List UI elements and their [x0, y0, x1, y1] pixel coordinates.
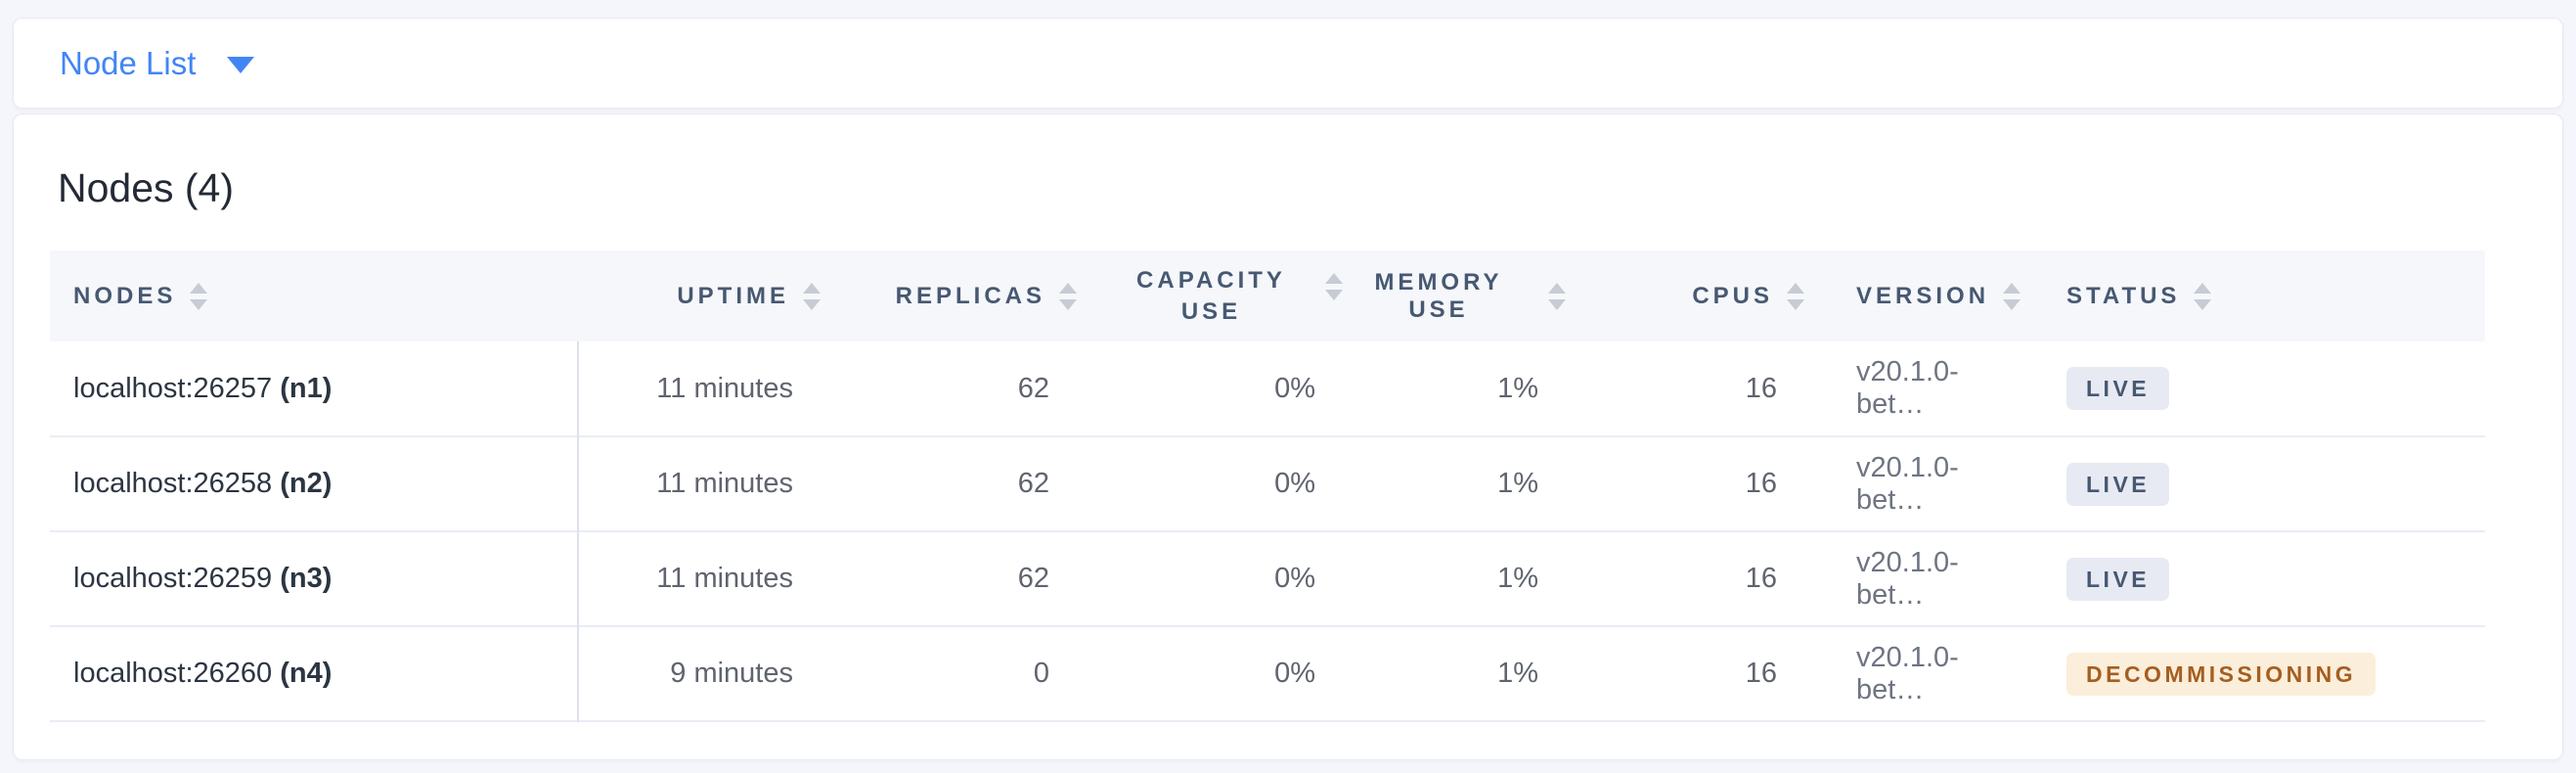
column-header-status[interactable]: STATUS	[2015, 250, 2485, 341]
table-row: localhost:26258 (n2) 11 minutes 62 0% 1%…	[50, 436, 2485, 531]
column-label: NODES	[73, 282, 177, 309]
node-id: (n3)	[280, 563, 333, 594]
cpus-cell: 16	[1745, 563, 1777, 594]
sort-icon[interactable]	[1787, 282, 1804, 310]
memory-use-cell: 1%	[1497, 468, 1538, 499]
replicas-cell: 62	[1017, 563, 1049, 594]
table-header-row: NODES UPTIME REPLICAS	[50, 250, 2485, 341]
replicas-cell: 0	[1033, 658, 1049, 689]
column-label: MEMORY USE	[1374, 268, 1503, 323]
column-label: CPUS	[1692, 282, 1773, 309]
status-cell: LIVE	[2015, 531, 2485, 626]
memory-use-cell: 1%	[1497, 658, 1538, 689]
table-row: localhost:26257 (n1) 11 minutes 62 0% 1%…	[50, 341, 2485, 436]
sort-icon[interactable]	[190, 282, 208, 310]
node-id: (n2)	[280, 468, 333, 499]
nodes-table: NODES UPTIME REPLICAS	[50, 250, 2485, 722]
column-label: STATUS	[2066, 282, 2181, 309]
column-header-memory-use[interactable]: MEMORY USE	[1343, 250, 1566, 341]
column-label: CAPACITY USE	[1136, 267, 1286, 325]
node-id: (n4)	[280, 658, 333, 689]
memory-use-cell: 1%	[1497, 372, 1538, 404]
status-cell: LIVE	[2015, 436, 2485, 531]
column-label: UPTIME	[677, 282, 789, 309]
capacity-use-cell: 0%	[1274, 468, 1315, 499]
version-cell: v20.1.0-bet…	[1856, 451, 1959, 516]
node-address-link[interactable]: localhost:26259	[73, 563, 273, 594]
column-header-version[interactable]: VERSION	[1804, 250, 2021, 341]
status-badge: DECOMMISSIONING	[2066, 652, 2376, 696]
column-header-uptime[interactable]: UPTIME	[578, 250, 821, 341]
status-cell: LIVE	[2015, 341, 2485, 436]
sort-icon[interactable]	[1059, 282, 1077, 310]
capacity-use-cell: 0%	[1274, 658, 1315, 689]
uptime-cell: 9 minutes	[670, 658, 793, 689]
column-header-replicas[interactable]: REPLICAS	[821, 250, 1077, 341]
table-row: localhost:26259 (n3) 11 minutes 62 0% 1%…	[50, 531, 2485, 626]
column-header-nodes[interactable]: NODES	[50, 250, 578, 341]
version-cell: v20.1.0-bet…	[1856, 546, 1959, 611]
node-list-dropdown[interactable]: Node List	[60, 44, 255, 82]
node-address-link[interactable]: localhost:26260	[73, 658, 273, 689]
cpus-cell: 16	[1745, 468, 1777, 499]
version-cell: v20.1.0-bet…	[1856, 356, 1959, 420]
node-address-link[interactable]: localhost:26257	[73, 372, 273, 404]
column-label: REPLICAS	[895, 282, 1045, 309]
status-badge: LIVE	[2066, 367, 2170, 410]
uptime-cell: 11 minutes	[656, 563, 793, 594]
node-id: (n1)	[280, 372, 333, 404]
view-selector-bar: Node List	[13, 18, 2563, 109]
node-name-cell: localhost:26260 (n4)	[50, 626, 579, 721]
node-name-cell: localhost:26257 (n1)	[50, 341, 579, 436]
status-cell: DECOMMISSIONING	[2015, 626, 2485, 721]
nodes-panel: Nodes (4) NODES UPTIME	[13, 114, 2563, 760]
cpus-cell: 16	[1745, 372, 1777, 404]
sort-icon[interactable]	[1325, 273, 1343, 301]
capacity-use-cell: 0%	[1274, 372, 1315, 404]
caret-down-icon	[227, 57, 255, 73]
page-title: Nodes (4)	[58, 165, 235, 210]
uptime-cell: 11 minutes	[656, 372, 793, 404]
column-label: VERSION	[1856, 282, 1990, 309]
replicas-cell: 62	[1017, 468, 1049, 499]
node-name-cell: localhost:26258 (n2)	[50, 436, 579, 531]
status-badge: LIVE	[2066, 557, 2170, 601]
column-header-capacity-use[interactable]: CAPACITY USE	[1077, 250, 1343, 341]
sort-icon[interactable]	[2194, 282, 2212, 310]
memory-use-cell: 1%	[1497, 563, 1538, 594]
column-header-cpus[interactable]: CPUS	[1566, 250, 1804, 341]
node-list-dropdown-label: Node List	[60, 44, 197, 81]
cpus-cell: 16	[1745, 658, 1777, 689]
sort-icon[interactable]	[803, 282, 821, 310]
node-address-link[interactable]: localhost:26258	[73, 468, 273, 499]
status-badge: LIVE	[2066, 462, 2170, 506]
version-cell: v20.1.0-bet…	[1856, 641, 1959, 705]
capacity-use-cell: 0%	[1274, 563, 1315, 594]
sort-icon[interactable]	[1548, 282, 1566, 310]
uptime-cell: 11 minutes	[656, 468, 793, 499]
sort-icon[interactable]	[2003, 282, 2021, 310]
table-row: localhost:26260 (n4) 9 minutes 0 0% 1% 1…	[50, 626, 2485, 721]
node-name-cell: localhost:26259 (n3)	[50, 531, 579, 626]
replicas-cell: 62	[1017, 372, 1049, 404]
